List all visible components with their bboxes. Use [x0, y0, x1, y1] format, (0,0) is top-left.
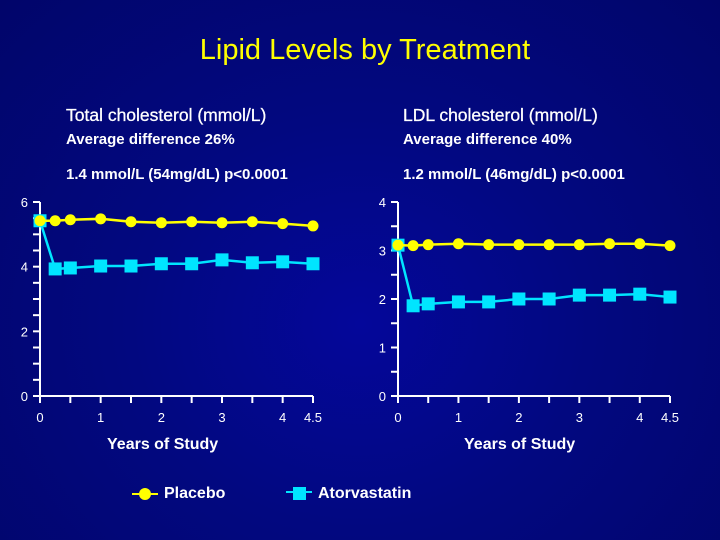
ldl-y-tick-label: 3 [379, 244, 386, 259]
ldl-x-tick-label: 0 [394, 410, 401, 425]
ldl-placebo-point [392, 239, 404, 251]
right-panel-heading: LDL cholesterol (mmol/L) [403, 105, 598, 125]
right-x-axis-label: Years of Study [464, 436, 576, 453]
tc-atorvastatin-point [276, 255, 290, 269]
tc-placebo-point [246, 216, 258, 228]
ldl-placebo-line [397, 242, 671, 247]
ldl-placebo-point [407, 240, 419, 252]
ldl-atorvastatin-point [421, 297, 435, 311]
ldl-y-tick-label: 1 [379, 341, 386, 356]
ldl-atorvastatin-point [482, 295, 496, 309]
tc-placebo-point [49, 215, 61, 227]
left-panel-heading: Total cholesterol (mmol/L) [66, 105, 267, 125]
tc-atorvastatin-point [154, 257, 168, 271]
ldl-placebo-point [604, 238, 616, 250]
ldl-atorvastatin-point [451, 295, 465, 309]
ldl-x-tick-label: 2 [515, 410, 522, 425]
ldl-placebo-point [422, 239, 434, 251]
ldl-x-tick-label: 4.5 [661, 410, 679, 425]
tc-x-tick-label: 2 [158, 410, 165, 425]
tc-placebo-point [277, 218, 289, 230]
ldl-placebo-point [634, 238, 646, 250]
atorvastatin-square-marker-icon [286, 487, 312, 500]
ldl-atorvastatin-line [396, 244, 671, 308]
left-statistic: 1.4 mmol/L (54mg/dL) p<0.0001 [66, 166, 288, 183]
tc-atorvastatin-line [38, 220, 314, 271]
ldl-atorvastatin-point [663, 290, 677, 304]
tc-x-tick-label: 4.5 [304, 410, 322, 425]
tc-placebo-line [40, 217, 314, 228]
ldl-atorvastatin-point [572, 288, 586, 302]
tc-x-tick-label: 1 [97, 410, 104, 425]
tc-atorvastatin-point [185, 257, 199, 271]
ldl-atorvastatin-point [603, 288, 617, 302]
legend-item-placebo: Placebo [132, 485, 225, 503]
ldl-y-tick-label: 4 [379, 195, 386, 210]
ldl-x-tick-label: 1 [455, 410, 462, 425]
tc-atorvastatin-point [215, 253, 229, 267]
ldl-cholesterol-chart: 0 1 2 3 4 0 1 2 3 4 4.5 [379, 195, 679, 425]
tc-placebo-point [64, 214, 76, 226]
left-x-axis-label: Years of Study [107, 436, 219, 453]
legend-label-atorvastatin: Atorvastatin [318, 485, 412, 502]
ldl-placebo-point [452, 238, 464, 250]
ldl-placebo-point [513, 239, 525, 251]
tc-y-tick-label: 4 [21, 260, 28, 275]
tc-atorvastatin-point [245, 256, 259, 270]
ldl-y-tick-label: 2 [379, 292, 386, 307]
right-average-difference: Average difference 40% [403, 131, 572, 148]
ldl-x-tick-label: 3 [576, 410, 583, 425]
tc-atorvastatin-point [94, 259, 108, 273]
tc-placebo-point [125, 216, 137, 228]
legend-label-placebo: Placebo [164, 485, 226, 502]
tc-placebo-point [186, 216, 198, 228]
tc-atorvastatin-point [306, 257, 320, 271]
tc-placebo-point [307, 220, 319, 232]
ldl-placebo-point [573, 239, 585, 251]
left-average-difference: Average difference 26% [66, 131, 235, 148]
ldl-x-tick-label: 4 [636, 410, 643, 425]
left-panel-header: Total cholesterol (mmol/L) Average diffe… [66, 105, 288, 183]
tc-y-tick-label: 6 [21, 195, 28, 210]
right-panel-header: LDL cholesterol (mmol/L) Average differe… [403, 105, 625, 183]
ldl-atorvastatin-point [542, 292, 556, 306]
ldl-placebo-point [543, 239, 555, 251]
tc-y-tick-label: 2 [21, 324, 28, 339]
placebo-circle-marker-icon [132, 488, 158, 500]
tc-placebo-point [155, 217, 167, 229]
tc-x-tick-label: 4 [279, 410, 286, 425]
right-statistic: 1.2 mmol/L (46mg/dL) p<0.0001 [403, 166, 625, 183]
ldl-placebo-point [664, 240, 676, 252]
slide-title: Lipid Levels by Treatment [199, 34, 531, 66]
tc-placebo-point [34, 215, 46, 227]
tc-x-tick-label: 3 [218, 410, 225, 425]
ldl-atorvastatin-point [633, 287, 647, 301]
total-cholesterol-chart: 0 2 4 6 0 1 2 3 4 4.5 [21, 195, 322, 425]
tc-x-tick-label: 0 [36, 410, 43, 425]
ldl-atorvastatin-point [512, 292, 526, 306]
ldl-atorvastatin-point [406, 299, 420, 313]
ldl-y-tick-label: 0 [379, 389, 386, 404]
tc-y-tick-label: 0 [21, 389, 28, 404]
legend-item-atorvastatin: Atorvastatin [286, 485, 411, 503]
tc-atorvastatin-point [124, 259, 138, 273]
ldl-placebo-point [483, 239, 495, 251]
tc-placebo-point [95, 213, 107, 225]
tc-placebo-point [216, 217, 228, 229]
tc-atorvastatin-point [48, 262, 62, 276]
tc-atorvastatin-point [63, 261, 77, 275]
